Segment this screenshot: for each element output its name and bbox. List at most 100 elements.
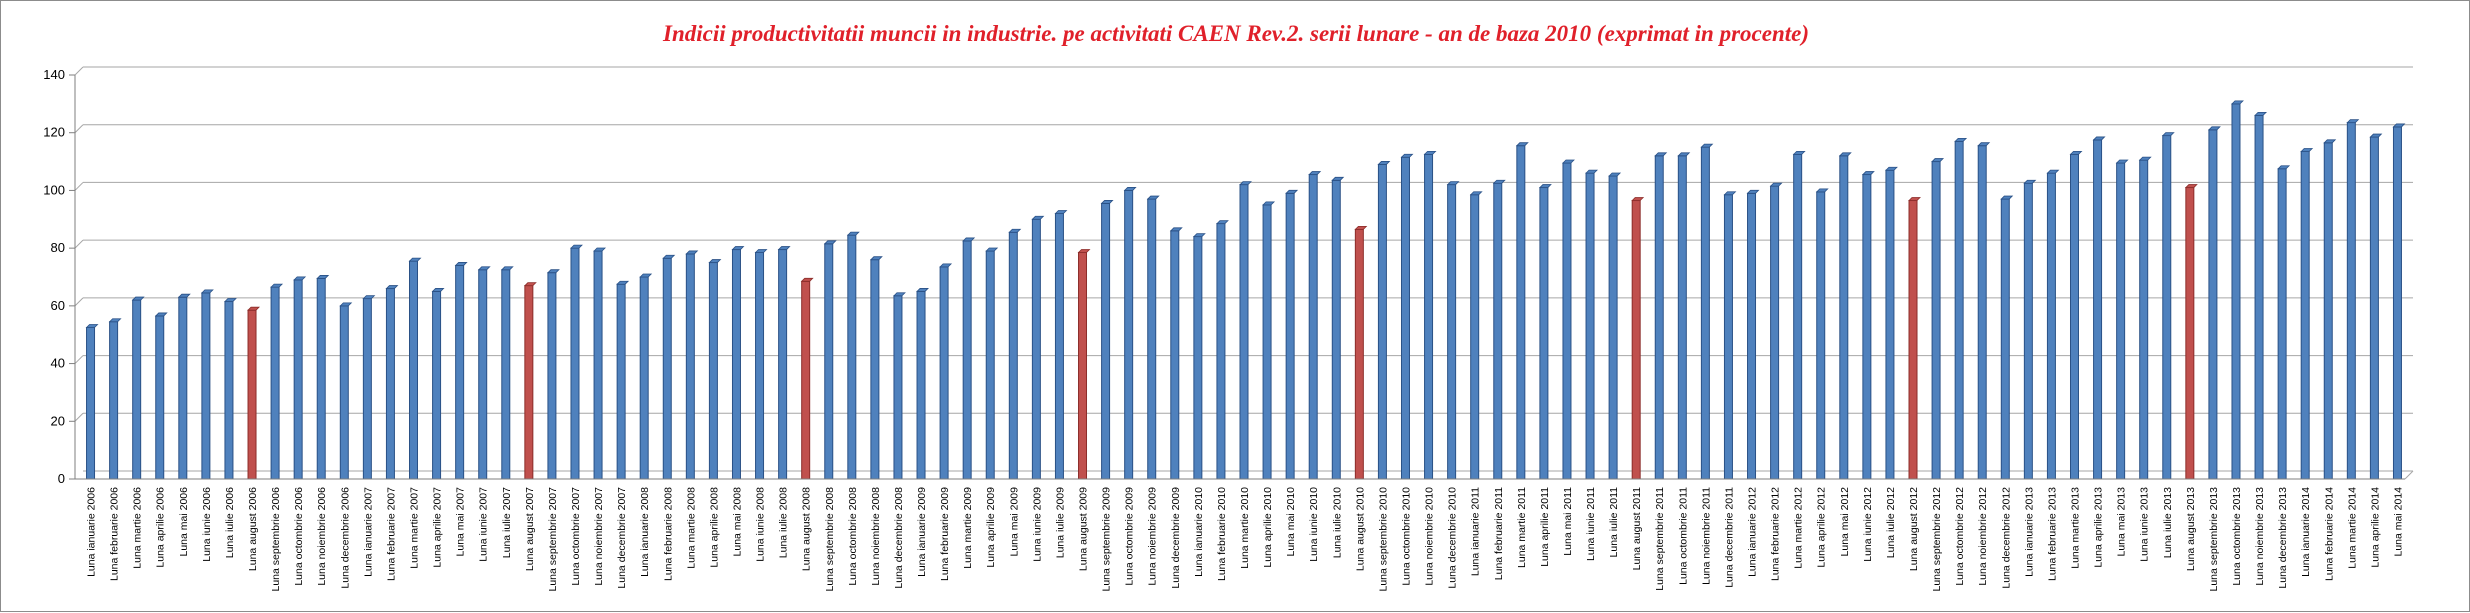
gridline-depth-100 <box>74 182 84 191</box>
bar-top-14 <box>408 257 422 262</box>
x-tick-label-36: Luna ianuarie 2009 <box>916 487 928 577</box>
bar-top-7 <box>247 306 260 311</box>
x-tick-label-53: Luna iunie 2010 <box>1308 487 1320 562</box>
x-tick-label-20: Luna septembrie 2007 <box>547 487 559 592</box>
x-tick-label-2: Luna martie 2006 <box>132 487 144 569</box>
bar-top-27 <box>708 259 722 263</box>
bar-37 <box>939 266 949 480</box>
bar-top-81 <box>1954 137 1968 142</box>
bar-top-25 <box>662 254 676 259</box>
bar-18 <box>501 269 511 480</box>
x-tick-label-34: Luna noiembrie 2008 <box>870 487 882 586</box>
gridline-depth-60 <box>74 297 84 307</box>
x-tick-label-40: Luna mai 2009 <box>1008 487 1020 557</box>
bar-top-100 <box>2392 123 2406 128</box>
bar-56 <box>1377 163 1387 480</box>
x-tick-label-13: Luna februarie 2007 <box>385 487 397 581</box>
bar-58 <box>1424 153 1434 480</box>
bar-92 <box>2208 129 2218 480</box>
bar-top-80 <box>1931 158 1945 162</box>
bar-top-54 <box>1331 176 1345 181</box>
bar-87 <box>2093 139 2103 480</box>
bar-24 <box>639 276 649 480</box>
bar-78 <box>1885 169 1895 480</box>
x-tick-label-67: Luna august 2011 <box>1631 487 1643 570</box>
x-tick-label-93: Luna octombrie 2013 <box>2231 487 2243 586</box>
x-tick-label-68: Luna septembrie 2011 <box>1654 487 1666 591</box>
bar-top-21 <box>570 244 583 249</box>
x-tick-label-23: Luna decembrie 2007 <box>616 487 628 589</box>
bar-top-47 <box>1169 227 1183 232</box>
x-tick-label-45: Luna octombrie 2009 <box>1124 487 1136 586</box>
bar-11 <box>339 305 349 480</box>
bar-49 <box>1216 223 1226 480</box>
x-tick-label-42: Luna iulie 2009 <box>1054 487 1066 558</box>
bar-top-62 <box>1515 142 1529 147</box>
y-tick-labels: 0 20 40 60 80 100 120 140 <box>43 67 65 486</box>
bar-top-87 <box>2092 136 2106 141</box>
bar-64 <box>1562 162 1572 480</box>
bar-30 <box>778 249 788 480</box>
bar-54 <box>1331 179 1341 480</box>
bar-23 <box>616 283 626 480</box>
bar-97 <box>2323 142 2333 480</box>
bar-top-89 <box>2138 156 2152 161</box>
bar-top-10 <box>316 275 330 279</box>
bar-42 <box>1054 213 1064 480</box>
bar-top-77 <box>1861 171 1875 175</box>
x-tick-label-82: Luna noiembrie 2012 <box>1977 487 1989 586</box>
gridline-depth-80 <box>74 239 84 249</box>
bar-40 <box>1008 231 1018 480</box>
bar-top-91 <box>2184 184 2198 188</box>
bar-top-11 <box>339 302 353 307</box>
bar-57 <box>1400 156 1410 480</box>
x-tick-label-100: Luna mai 2014 <box>2392 487 2404 557</box>
bar-top-8 <box>270 283 284 288</box>
bar-81 <box>1954 140 1964 480</box>
bar-76 <box>1839 155 1849 480</box>
bar-top-67 <box>1631 197 1645 201</box>
gridline-depth-20 <box>74 412 84 422</box>
bar-79 <box>1908 200 1918 480</box>
bar-52 <box>1285 192 1295 480</box>
bar-top-68 <box>1654 152 1668 157</box>
bar-top-2 <box>131 296 145 301</box>
x-tick-label-80: Luna septembrie 2012 <box>1931 487 1943 592</box>
bar-80 <box>1931 161 1941 480</box>
x-tick-label-0: Luna ianuarie 2006 <box>86 487 98 577</box>
bar-77 <box>1862 174 1872 480</box>
bar-29 <box>755 251 765 480</box>
y-tick-label-120: 120 <box>43 125 65 140</box>
x-tick-label-66: Luna iulie 2011 <box>1608 487 1620 558</box>
bar-71 <box>1723 194 1733 480</box>
bar-26 <box>685 253 695 480</box>
bar-top-20 <box>546 269 560 274</box>
x-tick-label-75: Luna aprilie 2012 <box>1816 487 1828 568</box>
bar-22 <box>593 250 603 480</box>
x-tick-label-58: Luna noiembrie 2010 <box>1424 487 1436 586</box>
bar-top-39 <box>985 247 999 252</box>
x-tick-label-65: Luna iunie 2011 <box>1585 487 1597 561</box>
bar-15 <box>432 290 442 480</box>
bar-top-44 <box>1100 200 1114 204</box>
bar-7 <box>247 309 257 480</box>
x-tick-label-74: Luna martie 2012 <box>1793 487 1805 569</box>
bar-top-19 <box>523 282 537 287</box>
bar-top-58 <box>1423 150 1437 155</box>
bar-top-36 <box>916 288 929 292</box>
bar-51 <box>1262 204 1272 480</box>
x-tick-label-62: Luna martie 2011 <box>1516 487 1528 568</box>
bar-47 <box>1170 230 1180 480</box>
bar-top-66 <box>1608 172 1622 177</box>
x-tick-label-72: Luna ianuarie 2012 <box>1747 487 1759 577</box>
bars <box>85 100 2406 480</box>
x-tick-label-18: Luna iulie 2007 <box>501 487 513 558</box>
bar-35 <box>893 295 903 480</box>
bar-95 <box>2277 168 2287 480</box>
x-tick-label-22: Luna noiembrie 2007 <box>593 487 605 586</box>
x-tick-label-19: Luna august 2007 <box>524 487 536 571</box>
bar-94 <box>2254 114 2264 480</box>
bar-34 <box>870 259 880 480</box>
bar-3 <box>155 315 165 480</box>
bar-top-17 <box>477 266 491 271</box>
